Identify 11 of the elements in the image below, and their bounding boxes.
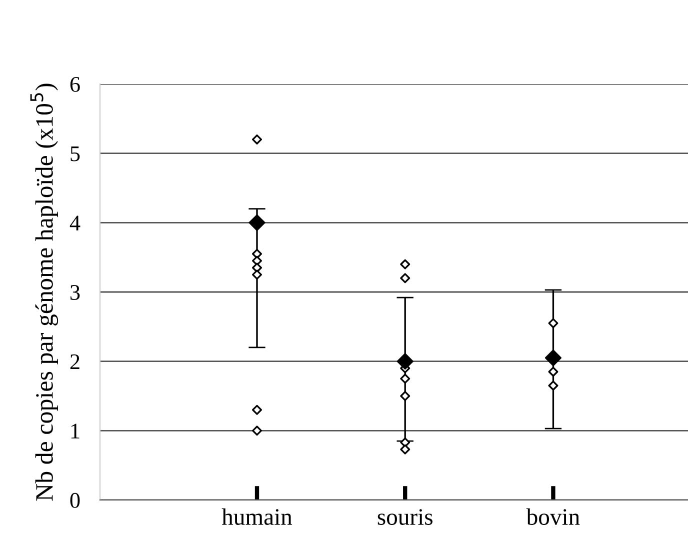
y-tick-label: 3 xyxy=(70,284,80,300)
y-tick-label: 0 xyxy=(70,492,80,508)
y-tick-label: 1 xyxy=(71,424,80,438)
y-tick-label: 2 xyxy=(70,354,80,370)
y-axis-title: Nb de copies par génome haploïde (x10$^{5}$) xyxy=(30,84,58,501)
y-tick-label: 5 xyxy=(70,146,80,162)
x-tick-label: humain xyxy=(222,508,292,525)
y-tick-label: 4 xyxy=(70,216,80,230)
x-tick-label: souris xyxy=(378,509,432,525)
x-tick-label: bovin xyxy=(526,508,580,525)
y-tick-label: 6 xyxy=(70,76,80,92)
